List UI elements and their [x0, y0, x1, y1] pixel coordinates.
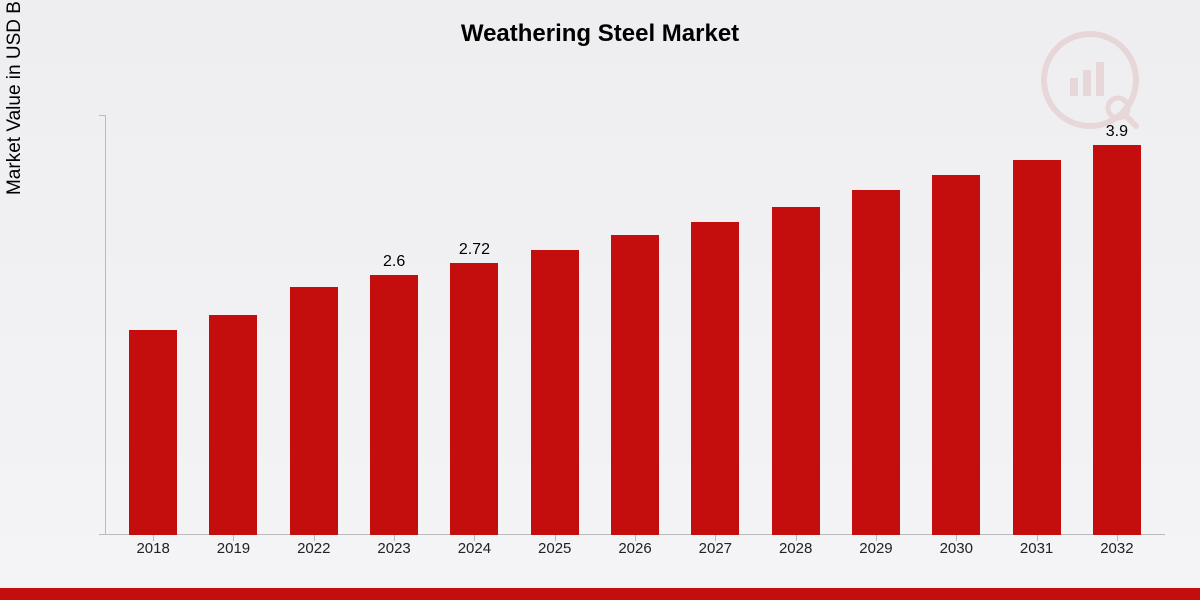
bar	[691, 222, 739, 535]
bar-slot	[274, 115, 354, 535]
bar-slot	[836, 115, 916, 535]
x-axis-tick-label: 2018	[113, 540, 193, 557]
chart-plot-area: 2.6 2.72 3.9	[105, 115, 1165, 535]
bar-slot	[756, 115, 836, 535]
bar-slot	[675, 115, 755, 535]
bar-slot	[595, 115, 675, 535]
bar	[370, 275, 418, 535]
x-axis-tick-label: 2026	[595, 540, 675, 557]
bar-slot	[916, 115, 996, 535]
x-axis-labels: 2018201920222023202420252026202720282029…	[105, 540, 1165, 557]
bar	[290, 287, 338, 535]
bar	[932, 175, 980, 535]
bar	[1093, 145, 1141, 535]
x-axis-tick-label: 2027	[675, 540, 755, 557]
x-axis-tick-label: 2031	[996, 540, 1076, 557]
x-axis-tick-label: 2030	[916, 540, 996, 557]
bar-slot	[193, 115, 273, 535]
bar-value-label: 2.72	[459, 241, 490, 259]
x-axis-tick-label: 2029	[836, 540, 916, 557]
bar-slot	[996, 115, 1076, 535]
bar-slot: 2.6	[354, 115, 434, 535]
x-axis-tick-label: 2025	[515, 540, 595, 557]
x-axis-tick-label: 2032	[1077, 540, 1157, 557]
bar	[450, 263, 498, 535]
bar	[611, 235, 659, 535]
x-axis-tick-label: 2024	[434, 540, 514, 557]
bottom-band	[0, 588, 1200, 600]
y-axis-label: Market Value in USD Billion	[4, 0, 26, 195]
bar-slot: 2.72	[434, 115, 514, 535]
bar	[852, 190, 900, 535]
bar-slot: 3.9	[1077, 115, 1157, 535]
bar	[209, 315, 257, 535]
bar-value-label: 3.9	[1106, 123, 1128, 141]
bar-value-label: 2.6	[383, 253, 405, 271]
x-axis-tick-label: 2019	[193, 540, 273, 557]
bar	[1013, 160, 1061, 535]
x-axis-tick-label: 2028	[756, 540, 836, 557]
x-axis-tick-label: 2022	[274, 540, 354, 557]
bar-slot	[515, 115, 595, 535]
chart-title: Weathering Steel Market	[0, 20, 1200, 48]
bar	[772, 207, 820, 535]
bars-container: 2.6 2.72 3.9	[105, 115, 1165, 535]
bar	[531, 250, 579, 535]
bar-slot	[113, 115, 193, 535]
x-axis-tick-label: 2023	[354, 540, 434, 557]
bar	[129, 330, 177, 535]
